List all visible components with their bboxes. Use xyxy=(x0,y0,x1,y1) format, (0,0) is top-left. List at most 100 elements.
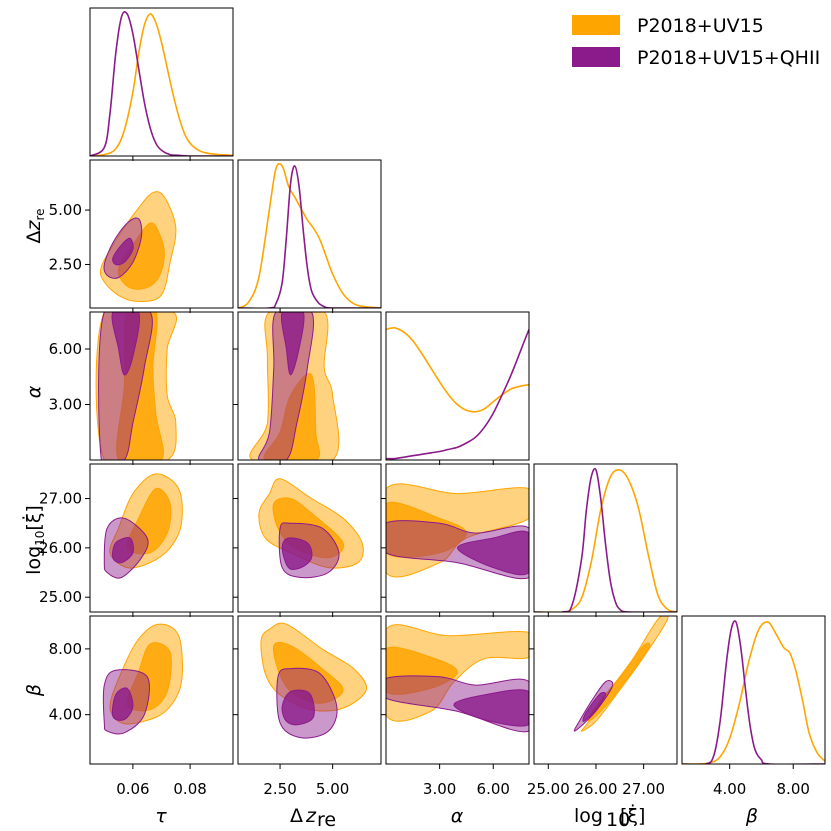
marginal-curve-p2018-uv15-tau xyxy=(90,13,233,156)
y-axis-title-xi-part: [ξ̇] xyxy=(21,505,45,530)
contour-panel-tau-xi xyxy=(103,473,183,579)
x-tick-label-alpha: 6.00 xyxy=(477,780,510,798)
marginal-curve-p2018-uv15-dz xyxy=(238,162,381,308)
labels-layer: 0.06 0.08 2.50 5.00 3.00 6.00 25.00 26.00 27.00 4… xyxy=(21,201,810,831)
contour-purple-inner-tau-beta xyxy=(111,687,134,721)
panel-frame-4-4 xyxy=(681,615,826,765)
marginal-panel-dz xyxy=(238,162,381,308)
x-tick-label-dz: 2.50 xyxy=(263,780,296,798)
panel-frame-4-3 xyxy=(533,615,678,765)
contour-panel-dz-xi xyxy=(258,478,364,579)
contour-panel-alpha-beta xyxy=(386,624,529,733)
x-axis-title-dz-z: z xyxy=(305,805,317,827)
svg-text:α: α xyxy=(23,385,45,398)
panel-frame-0-0 xyxy=(89,7,234,157)
panel-frame-2-2 xyxy=(385,311,530,461)
panel-frame-1-1 xyxy=(237,159,382,309)
x-tick-label-alpha: 3.00 xyxy=(423,780,456,798)
x-axis-title-alpha: α xyxy=(451,805,464,827)
panel-frame-3-2 xyxy=(385,463,530,613)
marginal-curve-p2018-uv15-qhii-alpha xyxy=(386,329,529,460)
x-tick-label-xi: 27.00 xyxy=(622,780,665,798)
contour-purple-inner-alpha-xi xyxy=(456,530,529,576)
marginal-panel-xi xyxy=(534,467,677,612)
contour-purple-inner-alpha-beta xyxy=(453,689,529,727)
legend-label-p2018-uv15-qhii: P2018+UV15+QHII xyxy=(637,47,820,69)
panel-frame-4-1 xyxy=(237,615,382,765)
marginal-curve-p2018-uv15-qhii-xi xyxy=(534,467,677,612)
x-tick-label-dz: 5.00 xyxy=(316,780,349,798)
contour-panel-tau-beta xyxy=(102,623,183,735)
y-tick-label-alpha: 6.00 xyxy=(49,340,82,358)
y-tick-label-xi: 26.00 xyxy=(39,539,82,557)
contour-purple-inner-tau-xi xyxy=(112,537,134,564)
y-tick-label-beta: 8.00 xyxy=(49,640,82,658)
svg-text:log10[ξ̇]: log10[ξ̇] xyxy=(21,505,47,575)
contour-purple-inner-dz-alpha xyxy=(280,312,305,376)
contour-orange-inner-alpha-xi xyxy=(386,501,467,558)
contour-orange-inner-dz-beta xyxy=(272,641,344,704)
y-axis-title-xi-part: log xyxy=(23,546,45,575)
y-tick-label-xi: 25.00 xyxy=(39,588,82,606)
marginal-panel-beta xyxy=(682,620,825,764)
contour-orange-inner-dz-alpha xyxy=(263,373,321,460)
contour-purple-outer-dz-alpha xyxy=(258,312,315,460)
contour-purple-inner-tau-dz xyxy=(112,237,134,266)
x-axis-title-xi-log: log xyxy=(574,805,603,827)
contour-purple-inner-dz-xi xyxy=(281,537,313,570)
panel-frame-3-1 xyxy=(237,463,382,613)
panel-frame-1-0 xyxy=(89,159,234,309)
x-tick-label-tau: 0.08 xyxy=(173,780,206,798)
y-axis-title-xi: log10[ξ̇] xyxy=(21,505,47,575)
marginal-curve-p2018-uv15-qhii-tau xyxy=(90,11,233,156)
x-axis-title-beta: β xyxy=(745,805,758,827)
contour-panel-dz-beta xyxy=(260,622,368,739)
legend-label-p2018-uv15: P2018+UV15 xyxy=(637,15,764,37)
legend: P2018+UV15 P2018+UV15+QHII xyxy=(572,15,820,69)
y-axis-title-dz-part: z xyxy=(23,220,45,232)
svg-text:β: β xyxy=(23,684,45,697)
y-tick-label-dz: 5.00 xyxy=(49,201,82,219)
panel-frame-2-1 xyxy=(237,311,382,461)
contour-panel-dz-alpha xyxy=(249,312,340,460)
x-tick-label-xi: 26.00 xyxy=(574,780,617,798)
y-axis-title-alpha: α xyxy=(23,385,45,398)
contour-panel-xi-beta xyxy=(573,616,669,732)
contour-purple-inner-xi-beta xyxy=(582,691,607,722)
x-axis-title-dz-delta: Δ xyxy=(290,805,303,827)
y-axis-title-dz: Δzre xyxy=(23,208,47,243)
panel-frame-3-0 xyxy=(89,463,234,613)
x-tick-label-beta: 8.00 xyxy=(777,780,810,798)
x-tick-label-tau: 0.06 xyxy=(116,780,149,798)
y-axis-title-xi-part: 10 xyxy=(33,531,47,546)
contour-orange-inner-alpha-beta xyxy=(386,646,459,695)
x-axis-title-xi-base: 10 xyxy=(606,809,630,831)
marginal-panel-tau xyxy=(90,11,233,156)
panel-frame-4-2 xyxy=(385,615,530,765)
contour-panel-tau-alpha xyxy=(95,312,178,460)
panel-frame-3-3 xyxy=(533,463,678,613)
contour-orange-inner-tau-xi xyxy=(126,487,172,555)
contour-purple-inner-tau-alpha xyxy=(111,312,140,376)
legend-swatch-p2018-uv15-qhii xyxy=(572,47,620,67)
y-axis-title-beta-part: β xyxy=(23,684,45,697)
y-axis-title-alpha-part: α xyxy=(23,385,45,398)
contour-orange-inner-tau-dz xyxy=(117,222,165,290)
x-axis-title-dz-sub: re xyxy=(317,809,336,831)
panel-frame-4-0 xyxy=(89,615,234,765)
panels-layer xyxy=(85,7,826,769)
x-axis-title-xi-bracket: [ξ̇] xyxy=(620,803,645,827)
legend-swatch-p2018-uv15 xyxy=(572,15,620,35)
marginal-curve-p2018-uv15-xi xyxy=(534,469,677,612)
y-tick-label-dz: 2.50 xyxy=(49,255,82,273)
y-axis-title-dz-part: re xyxy=(33,208,47,220)
x-tick-label-beta: 4.00 xyxy=(713,780,746,798)
marginal-panel-alpha xyxy=(386,327,529,460)
marginal-curve-p2018-uv15-alpha xyxy=(386,327,529,413)
svg-text:Δzre: Δzre xyxy=(23,208,47,243)
marginal-curve-p2018-uv15-beta xyxy=(682,621,825,764)
contour-panel-tau-dz xyxy=(99,191,177,303)
marginal-curve-p2018-uv15-qhii-beta xyxy=(682,620,825,764)
panel-frame-2-0 xyxy=(89,311,234,461)
